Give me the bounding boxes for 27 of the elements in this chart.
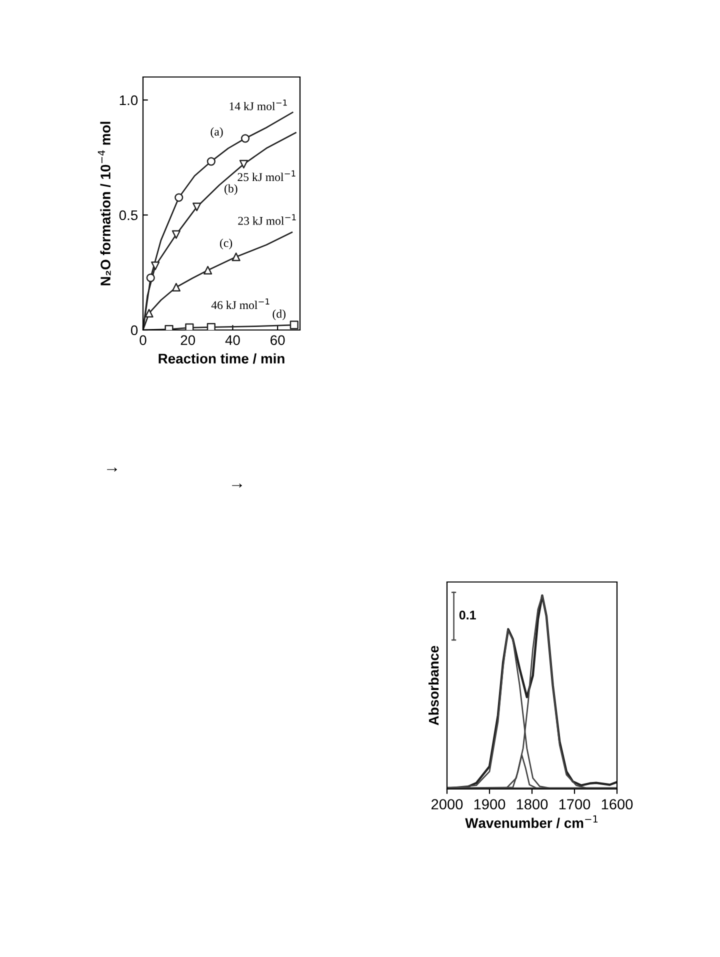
annotation: (d) xyxy=(272,309,286,320)
annotation: 14 kJ mol$^{−1}$ xyxy=(230,100,287,110)
x-tick-label: 0 xyxy=(140,335,146,346)
annotation: 46 kJ mol$^{−1}$ xyxy=(211,298,270,310)
x-tick-label: 20 xyxy=(180,335,196,346)
y-axis-title: N₂O formation / 10$^{−4}$ mol xyxy=(98,122,111,286)
text: → xyxy=(232,484,242,488)
x-tick-label: 40 xyxy=(225,335,240,346)
x-axis-title: Reaction time / min xyxy=(158,353,284,364)
annotation: 25 kJ mol$^{−1}$ xyxy=(238,170,296,182)
x-tick-label: 1900 xyxy=(474,799,506,810)
annotation: (a) xyxy=(210,127,223,138)
y-tick-label: 0.5 xyxy=(119,210,138,220)
x-tick-label: 1700 xyxy=(559,799,590,810)
annotation: (c) xyxy=(220,238,232,250)
y-tick-label: 1.0 xyxy=(120,95,138,106)
y-axis-title: Absorbance xyxy=(428,646,439,726)
x-axis-title: Wavenumber / cm$^{−1}$ xyxy=(465,815,598,828)
text: → xyxy=(107,468,117,472)
x-tick-label: 1800 xyxy=(516,799,548,810)
annotation: 23 kJ mol$^{−1}$ xyxy=(238,214,296,225)
x-tick-label: 60 xyxy=(270,335,285,346)
y-tick-label: 0 xyxy=(130,325,138,336)
x-tick-label: 1600 xyxy=(602,799,633,810)
annotation: (b) xyxy=(224,184,238,195)
x-tick-label: 2000 xyxy=(432,799,463,810)
annotation: 0.1 xyxy=(459,610,476,620)
